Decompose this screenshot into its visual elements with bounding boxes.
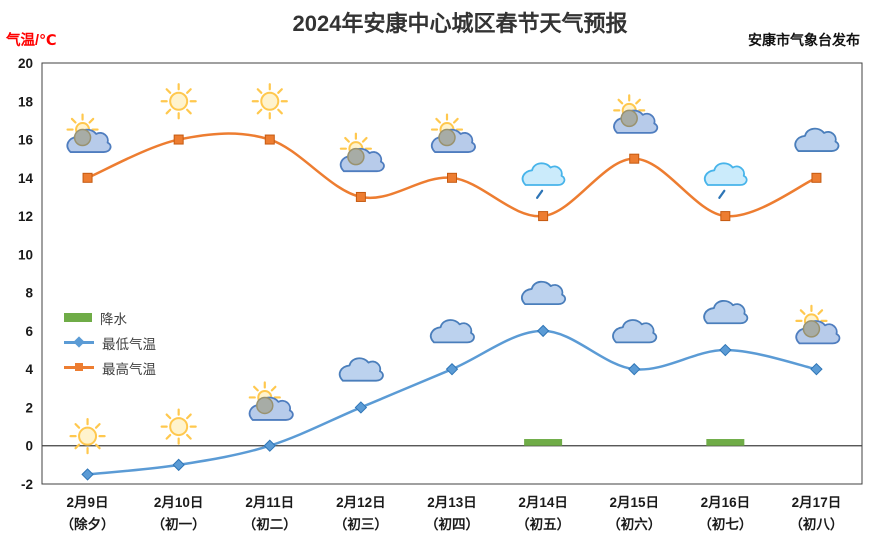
sunny-icon [160,83,197,120]
max-temp-marker [629,153,640,164]
max-temp-marker [447,172,457,183]
x-label-date: 2月12日 [336,495,386,510]
cloudy-icon [338,357,384,382]
y-tick-label: 12 [18,209,33,224]
partly-cloudy-icon [66,113,112,153]
min-temp-marker [628,362,641,376]
max-temp-marker [173,134,184,145]
x-label-festival: （初六） [607,516,661,532]
x-label-festival: （除夕） [61,516,115,532]
x-label-festival: （初三） [334,516,388,532]
x-label-date: 2月16日 [701,495,751,510]
light-rain-icon [521,162,566,199]
min-temp-marker [719,343,732,357]
x-label-festival: （初八） [789,516,843,532]
partly-cloudy-icon [248,381,294,421]
max-temp-marker [720,211,731,222]
legend-item-min-temp: 最低气温 [64,330,156,355]
legend-label: 降水 [100,311,127,327]
precipitation-bar [706,439,745,446]
x-label-date: 2月13日 [427,495,477,510]
min-temp-line [87,329,817,476]
y-tick-label: 10 [18,247,33,262]
min-temp-marker [536,324,550,338]
min-temp-marker [445,362,459,376]
legend-item-precipitation: 降水 [64,305,156,330]
x-label-date: 2月17日 [792,495,842,510]
legend-line-swatch [64,363,94,371]
partly-cloudy-icon [795,304,841,345]
y-tick-label: 8 [25,286,33,301]
y-tick-label: -2 [21,477,33,492]
max-temp-marker [264,134,275,145]
chart-title: 2024年安康中心城区春节天气预报 [292,11,628,36]
precipitation-bar [524,439,563,446]
y-tick-label: 18 [18,94,34,109]
y-tick-label: 20 [18,56,33,71]
x-label-festival: （初七） [698,516,752,532]
min-temp-marker [172,458,185,472]
max-temp-line [87,132,817,218]
x-label-date: 2月10日 [154,495,204,510]
cloudy-icon [612,319,658,344]
light-rain-icon [703,162,748,199]
min-temp-marker [354,401,368,414]
publisher-label: 安康市气象台发布 [748,32,860,48]
y-tick-label: 16 [18,133,34,148]
legend-label: 最高气温 [102,361,156,377]
x-label-date: 2月9日 [67,495,109,510]
max-temp-marker [355,191,366,202]
x-label-date: 2月14日 [518,495,568,510]
max-temp-marker [82,172,93,183]
min-temp-marker [810,362,823,376]
y-tick-label: 6 [25,324,33,339]
plot-border [41,62,863,485]
legend-item-max-temp: 最高气温 [64,355,156,380]
x-label-festival: （初二） [243,516,297,532]
sunny-icon [69,418,106,455]
y-tick-label: 4 [25,362,33,377]
cloudy-icon [429,319,475,344]
y-tick-label: 2 [25,400,33,415]
cloudy-icon [703,300,749,325]
min-temp-marker [81,468,94,481]
x-label-date: 2月11日 [245,495,294,510]
min-temp-marker [263,439,276,452]
sunny-icon [160,408,197,445]
cloudy-icon [794,127,840,152]
legend-label: 最低气温 [102,336,156,352]
sunny-icon [251,83,288,120]
legend-bar-swatch [64,313,92,322]
partly-cloudy-icon [339,132,385,173]
x-label-date: 2月15日 [609,495,659,510]
y-axis-title: 气温/℃ [6,33,57,49]
partly-cloudy-icon [430,113,476,153]
partly-cloudy-icon [613,94,659,134]
cloudy-icon [521,280,567,306]
max-temp-marker [811,172,822,183]
y-tick-label: 14 [18,171,34,186]
legend: 降水最低气温最高气温 [64,305,156,380]
y-tick-label: 0 [25,439,33,454]
x-label-festival: （初五） [516,516,570,532]
x-label-festival: （初一） [152,516,206,532]
legend-line-swatch [64,336,94,348]
max-temp-marker [538,211,549,222]
x-label-festival: （初四） [425,516,479,532]
